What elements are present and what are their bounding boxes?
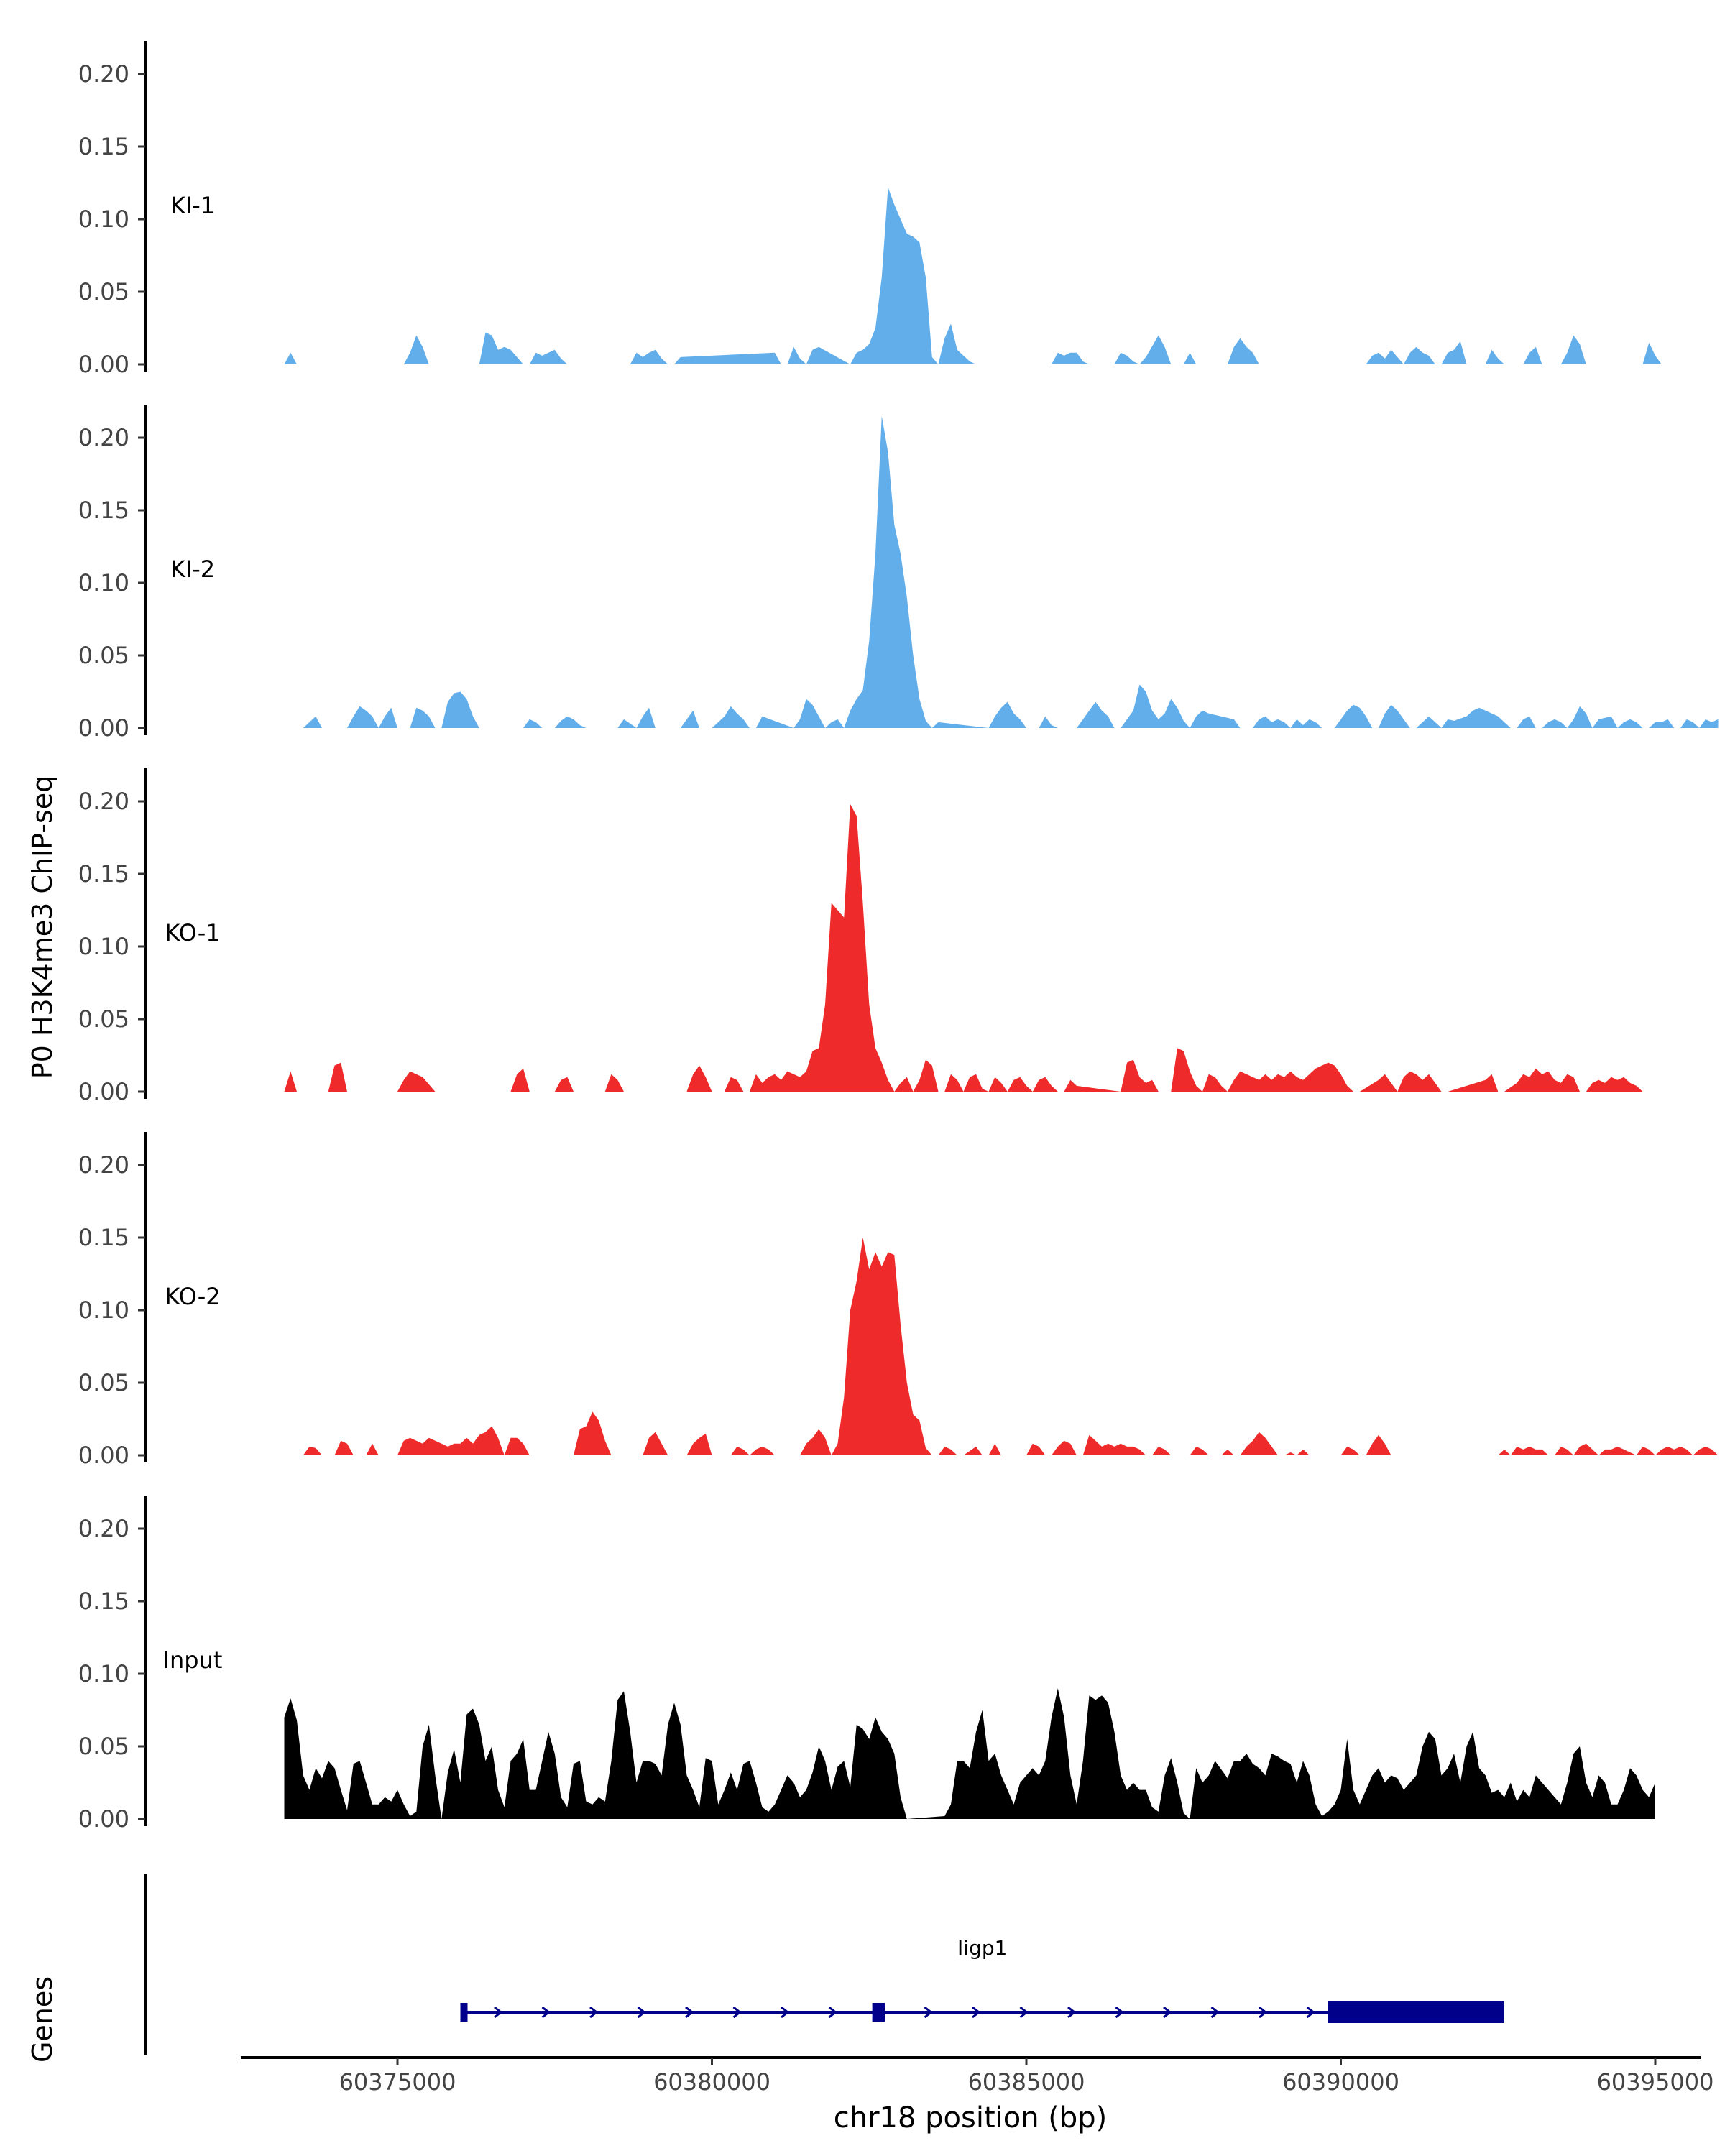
gene-exon <box>872 2003 886 2022</box>
y-tick-label: 0.20 <box>78 1515 129 1542</box>
y-tick-label: 0.10 <box>78 569 129 596</box>
strand-arrow <box>1163 2006 1172 2019</box>
y-tick-label: 0.00 <box>78 1442 129 1469</box>
y-tick-label: 0.15 <box>78 133 129 160</box>
coverage-area <box>284 804 1643 1092</box>
strand-arrow <box>1115 2006 1124 2019</box>
strand-arrow <box>589 2006 599 2019</box>
y-tick-label: 0.00 <box>78 1805 129 1833</box>
x-tick-label: 60390000 <box>1282 2068 1399 2096</box>
genes-panel: Iigp1 <box>144 1874 1504 2055</box>
y-tick-label: 0.20 <box>78 60 129 88</box>
x-tick-label: 60395000 <box>1597 2068 1714 2096</box>
y-tick-label: 0.10 <box>78 1660 129 1687</box>
y-tick-label: 0.10 <box>78 1296 129 1324</box>
gene-exon <box>1328 2001 1504 2023</box>
y-tick-label: 0.15 <box>78 1224 129 1251</box>
x-tick-label: 60375000 <box>339 2068 456 2096</box>
coverage-area <box>284 187 1725 364</box>
genes-label: Genes <box>27 1976 58 2063</box>
y-tick-label: 0.10 <box>78 206 129 233</box>
y-tick-label: 0.05 <box>78 1733 129 1760</box>
strand-arrow <box>924 2006 933 2019</box>
y-tick-label: 0.05 <box>78 1369 129 1396</box>
y-tick-label: 0.20 <box>78 1151 129 1179</box>
strand-arrow <box>828 2006 837 2019</box>
strand-arrow <box>494 2006 503 2019</box>
strand-arrow <box>541 2006 551 2019</box>
track-panel: 0.00 0.05 0.10 0.15 0.20 Input <box>78 1496 1655 1833</box>
strand-arrow <box>781 2006 790 2019</box>
y-tick-label: 0.05 <box>78 642 129 669</box>
x-tick-label: 60385000 <box>968 2068 1085 2096</box>
strand-arrow <box>685 2006 694 2019</box>
coverage-area <box>284 1688 1655 1819</box>
coverage-area <box>303 1238 1719 1455</box>
track-panel: 0.00 0.05 0.10 0.15 0.20 KI-2 <box>78 405 1719 742</box>
y-tick-label: 0.05 <box>78 1005 129 1033</box>
gene-name: Iigp1 <box>957 1936 1007 1960</box>
strand-arrow <box>637 2006 646 2019</box>
track-panel: 0.00 0.05 0.10 0.15 0.20 KO-1 <box>78 768 1643 1105</box>
track-label: KI-2 <box>170 556 215 583</box>
tracks-layer: 0.00 0.05 0.10 0.15 0.20 KI-1 0.00 0.05 0.10 0.15… <box>78 41 1725 1833</box>
strand-arrow <box>732 2006 742 2019</box>
strand-arrow <box>1019 2006 1029 2019</box>
track-panel: 0.00 0.05 0.10 0.15 0.20 KI-1 <box>78 41 1725 378</box>
strand-arrow <box>972 2006 981 2019</box>
y-axis-label: P0 H3K4me3 ChIP-seq <box>27 775 58 1079</box>
track-label: Input <box>163 1646 223 1674</box>
y-tick-label: 0.05 <box>78 278 129 305</box>
gene-exon <box>460 2003 468 2022</box>
strand-arrow <box>1306 2006 1315 2019</box>
track-panel: 0.00 0.05 0.10 0.15 0.20 KO-2 <box>78 1132 1719 1469</box>
strand-arrow <box>1210 2006 1220 2019</box>
x-axis-label: chr18 position (bp) <box>834 2101 1108 2134</box>
strand-arrow <box>1259 2006 1268 2019</box>
y-tick-label: 0.20 <box>78 788 129 815</box>
y-tick-label: 0.00 <box>78 1078 129 1105</box>
y-tick-label: 0.10 <box>78 933 129 960</box>
track-label: KO-1 <box>165 919 220 946</box>
track-label: KO-2 <box>165 1283 220 1310</box>
y-tick-label: 0.00 <box>78 714 129 742</box>
coverage-area <box>303 415 1719 728</box>
y-tick-label: 0.20 <box>78 424 129 451</box>
y-tick-label: 0.00 <box>78 351 129 378</box>
x-axis: 60375000 60380000 60385000 60390000 60395000 <box>241 2056 1714 2096</box>
y-tick-label: 0.15 <box>78 860 129 888</box>
y-tick-label: 0.15 <box>78 1588 129 1615</box>
strand-arrow <box>1067 2006 1077 2019</box>
track-label: KI-1 <box>170 192 215 219</box>
y-tick-label: 0.15 <box>78 497 129 524</box>
x-tick-label: 60380000 <box>653 2068 770 2096</box>
